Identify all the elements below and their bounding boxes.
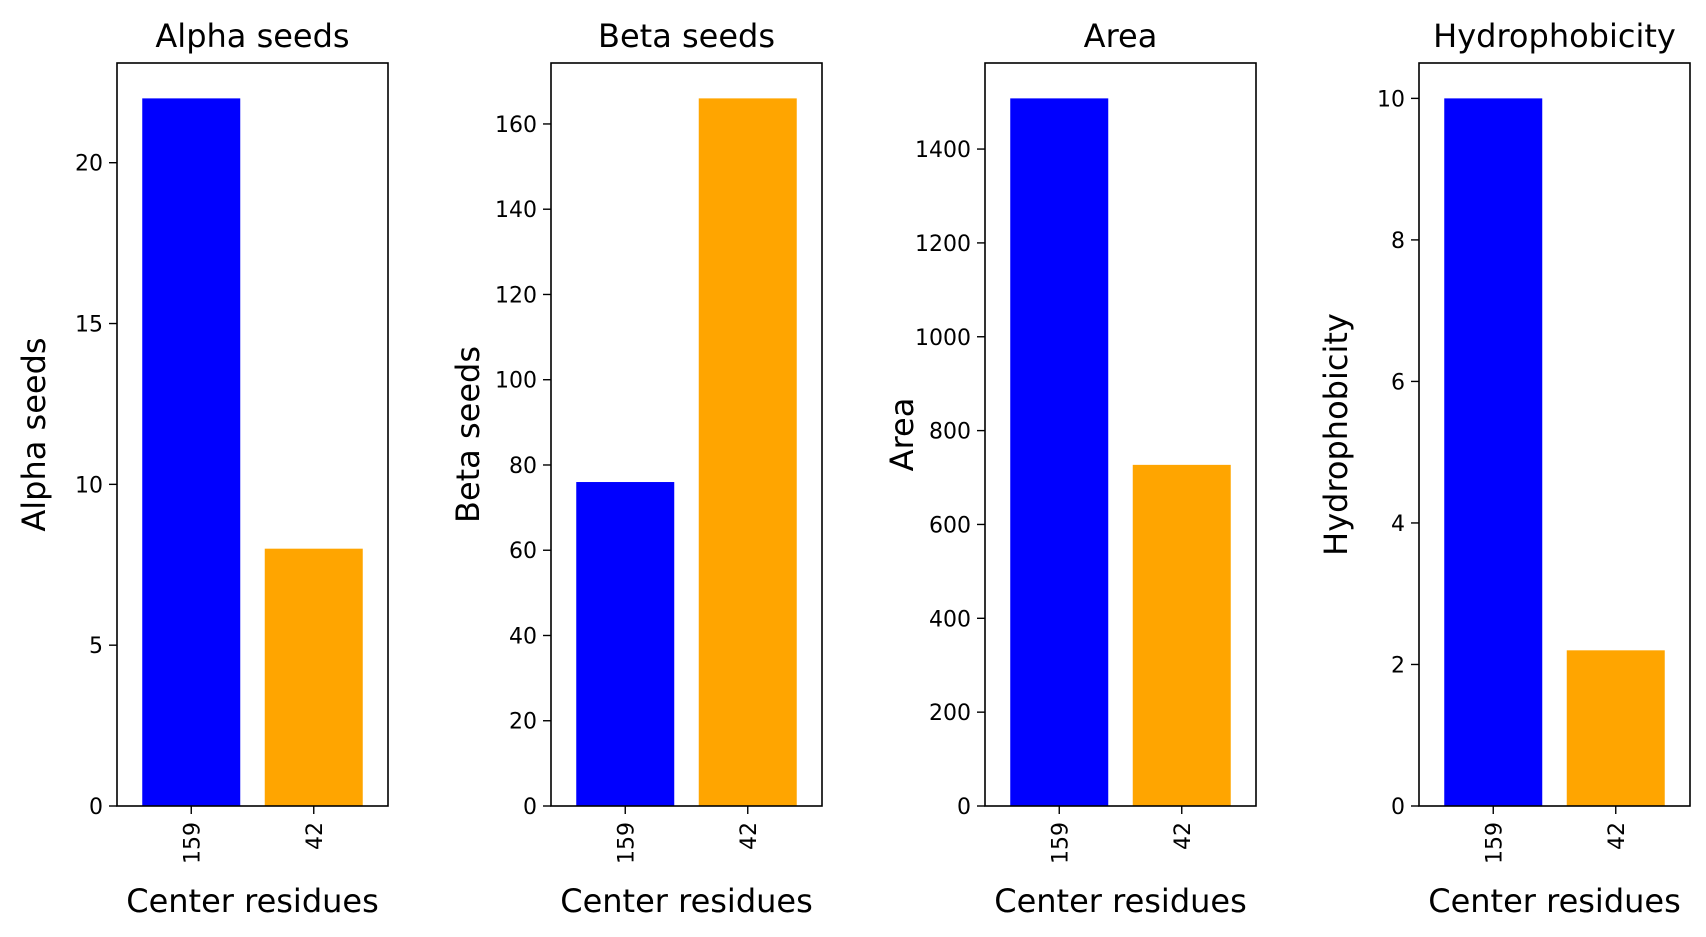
bar-159	[1444, 98, 1543, 806]
x-tick-label: 42	[1171, 822, 1196, 850]
bar-42	[1566, 650, 1665, 806]
y-tick-label: 20	[509, 710, 537, 735]
chart-panel-2: 0 20 40 60 80 100 120 140 160 159 42 Beta seeds Cent…	[449, 17, 823, 920]
x-tick-label: 159	[1482, 822, 1507, 864]
x-axis-label: Center residues	[126, 882, 379, 920]
plot-frame	[550, 62, 823, 807]
y-tick-label: 0	[89, 795, 103, 820]
y-tick-label: 400	[929, 607, 971, 632]
y-tick-label: 10	[1377, 87, 1405, 112]
y-tick-label: 600	[929, 513, 971, 538]
y-tick-label: 6	[1391, 370, 1405, 395]
y-tick-label: 160	[495, 113, 537, 138]
chart-panel-4: 0 2 4 6 8 10 159 42 Hydrophobicity Center residue…	[1317, 17, 1691, 920]
y-tick-label: 0	[957, 795, 971, 820]
x-axis-label: Center residues	[560, 882, 813, 920]
y-tick-label: 15	[75, 313, 103, 338]
plot-frame	[984, 62, 1257, 807]
bar-42	[264, 548, 363, 806]
y-tick-label: 4	[1391, 512, 1405, 537]
y-axis-label: Hydrophobicity	[1317, 313, 1355, 556]
chart-panel-3: 0 200 400 600 800 1000 1200 1400 159 42 Area Center…	[883, 17, 1257, 920]
bar-159	[1010, 98, 1109, 806]
y-tick-label: 0	[523, 795, 537, 820]
y-tick-label: 0	[1391, 795, 1405, 820]
plot-frame	[116, 62, 389, 807]
y-tick-label: 20	[75, 152, 103, 177]
y-tick-label: 120	[495, 283, 537, 308]
y-tick-label: 1000	[915, 326, 971, 351]
bar-42	[698, 98, 797, 806]
y-tick-label: 1200	[915, 232, 971, 257]
y-tick-label: 10	[75, 473, 103, 498]
y-tick-label: 800	[929, 420, 971, 445]
y-tick-label: 100	[495, 369, 537, 394]
x-tick-label: 42	[1605, 822, 1630, 850]
y-tick-label: 1400	[915, 138, 971, 163]
chart-panel-1: 0 5 10 15 20 159 42 Alpha seeds Center residues A…	[15, 17, 389, 920]
y-tick-label: 60	[509, 539, 537, 564]
y-tick-label: 5	[89, 634, 103, 659]
y-tick-label: 80	[509, 454, 537, 479]
y-axis-label: Beta seeds	[449, 346, 487, 523]
y-tick-label: 140	[495, 198, 537, 223]
x-tick-label: 159	[1048, 822, 1073, 864]
y-tick-label: 40	[509, 624, 537, 649]
y-tick-label: 200	[929, 701, 971, 726]
y-axis-label: Area	[883, 398, 921, 472]
x-axis-label: Center residues	[994, 882, 1247, 920]
bar-159	[142, 98, 241, 806]
x-tick-label: 159	[180, 822, 205, 864]
plot-frame	[1418, 62, 1691, 807]
x-tick-label: 159	[614, 822, 639, 864]
chart-title: Area	[1084, 17, 1158, 55]
bar-42	[1132, 464, 1231, 806]
y-tick-label: 2	[1391, 653, 1405, 678]
chart-title: Beta seeds	[598, 17, 775, 55]
x-tick-label: 42	[303, 822, 328, 850]
x-axis-label: Center residues	[1428, 882, 1681, 920]
bar-159	[576, 482, 675, 806]
y-axis-label: Alpha seeds	[15, 337, 53, 531]
y-tick-label: 8	[1391, 229, 1405, 254]
x-tick-label: 42	[737, 822, 762, 850]
chart-title: Hydrophobicity	[1433, 17, 1676, 55]
chart-title: Alpha seeds	[155, 17, 349, 55]
